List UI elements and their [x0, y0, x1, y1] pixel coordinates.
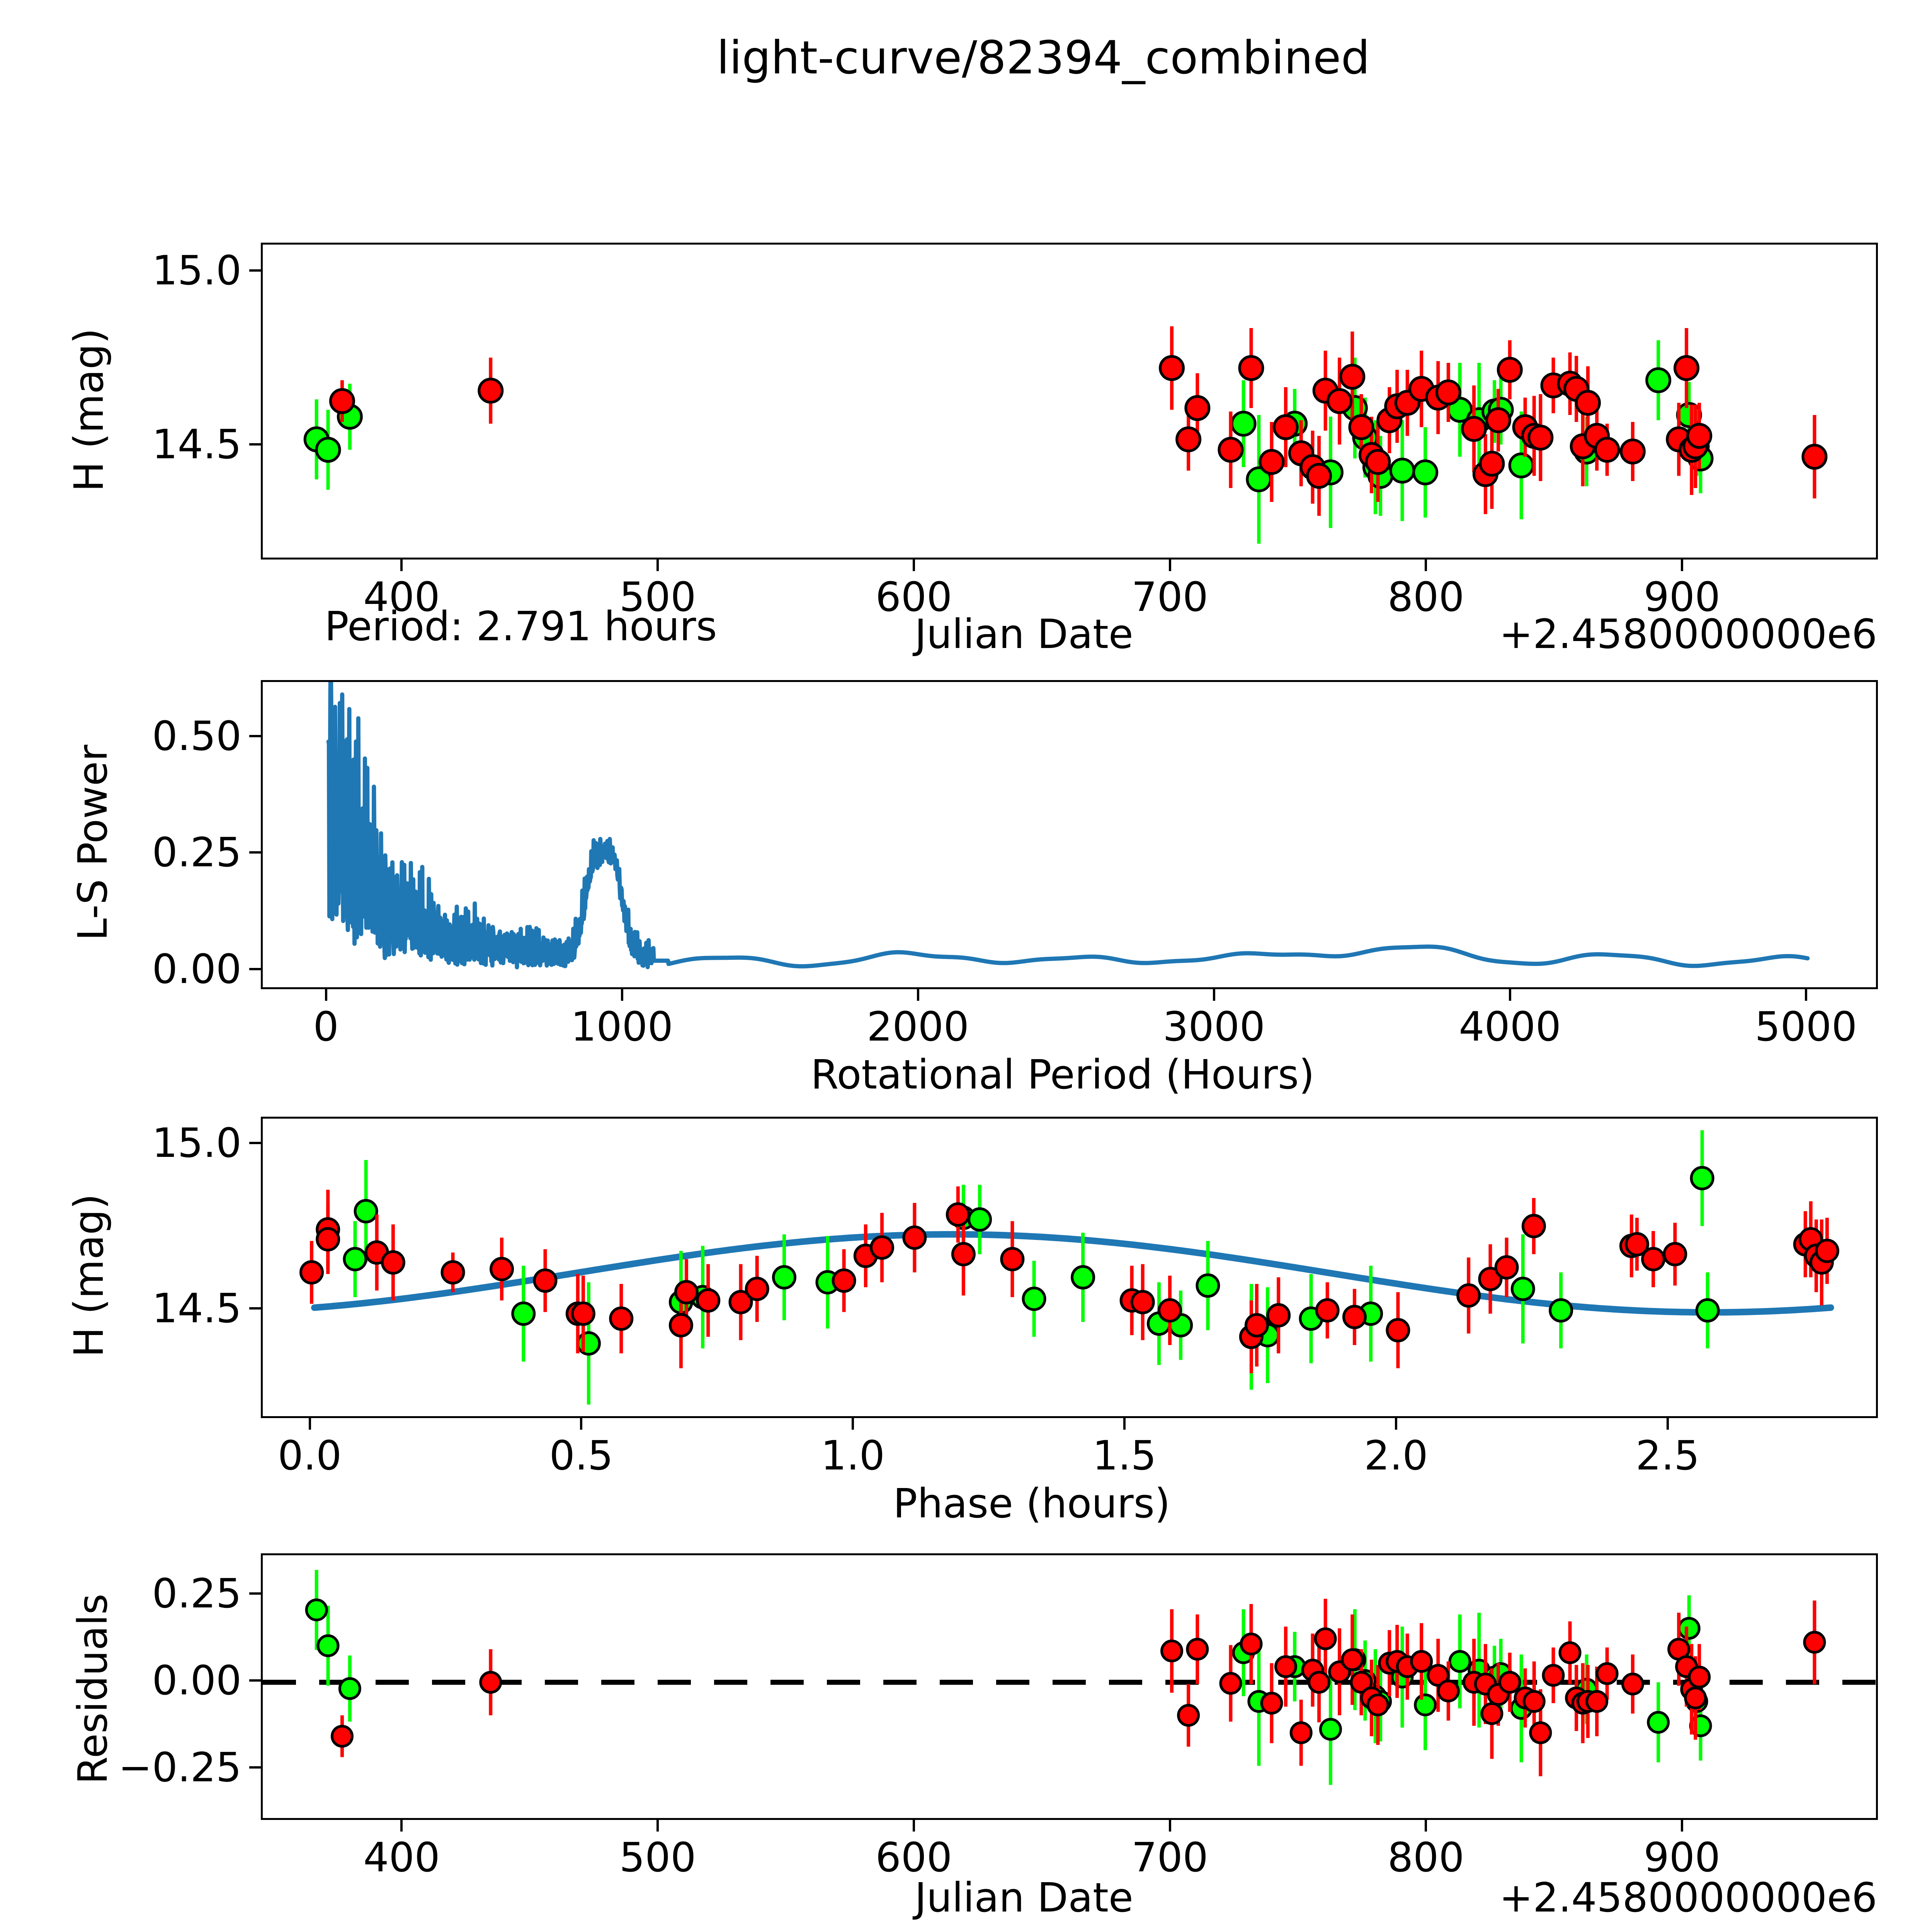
x-tick-label: 800	[1388, 573, 1464, 621]
x-tick-label: 500	[619, 573, 696, 621]
y-tick-mark	[249, 851, 261, 854]
x-tick-label: 700	[1131, 573, 1208, 621]
y-tick-label: 0.50	[152, 712, 242, 760]
x-tick-mark	[1395, 1418, 1397, 1430]
x-tick-label: 400	[363, 1834, 440, 1881]
y-tick-label: 15.0	[152, 247, 242, 294]
x-tick-mark	[656, 560, 659, 571]
y-tick-label: 0.25	[152, 1570, 242, 1617]
residuals-plot-area	[263, 1570, 1876, 1785]
x-tick-label: 700	[1131, 1834, 1208, 1881]
x-tick-mark	[1804, 989, 1807, 1001]
y-tick-label: 14.5	[152, 1285, 242, 1332]
lightcurve-x-offset: +2.4580000000e6	[1499, 611, 1878, 658]
series-red	[299, 1186, 1839, 1373]
y-tick-mark	[249, 1307, 261, 1310]
x-tick-mark	[912, 560, 915, 571]
panel-periodogram	[261, 680, 1878, 989]
x-tick-label: 900	[1643, 1834, 1721, 1881]
x-tick-label: 4000	[1459, 1003, 1561, 1050]
figure-title: light-curve/82394_combined	[716, 31, 1370, 84]
x-tick-label: 5000	[1755, 1003, 1857, 1050]
y-tick-mark	[249, 269, 261, 272]
lightcurve-ylabel: H (mag)	[65, 328, 112, 492]
x-tick-mark	[917, 989, 919, 1001]
x-tick-mark	[852, 1418, 854, 1430]
y-tick-mark	[249, 1142, 261, 1145]
x-tick-label: 800	[1388, 1834, 1464, 1881]
y-tick-mark	[249, 968, 261, 970]
panel-residuals	[261, 1553, 1878, 1820]
phase-ylabel: H (mag)	[65, 1194, 112, 1357]
period-annotation: Period: 2.791 hours	[325, 603, 717, 650]
x-tick-mark	[1123, 1418, 1126, 1430]
x-tick-label: 1.0	[821, 1432, 885, 1479]
y-tick-label: −0.25	[118, 1743, 242, 1791]
x-tick-label: 500	[619, 1834, 696, 1881]
x-tick-label: 1000	[571, 1003, 673, 1050]
phase-xlabel: Phase (hours)	[893, 1480, 1170, 1527]
sinusoid-fit-line	[311, 1231, 1834, 1316]
y-tick-mark	[249, 1679, 261, 1682]
x-tick-label: 0.0	[277, 1432, 342, 1479]
y-tick-label: 0.00	[152, 1656, 242, 1704]
panel-phase-folded	[261, 1117, 1878, 1418]
series-red	[329, 326, 1828, 516]
x-tick-mark	[1168, 560, 1171, 571]
x-tick-label: 2000	[867, 1003, 969, 1050]
y-tick-label: 15.0	[152, 1119, 242, 1167]
lightcurve-plot-area	[303, 326, 1828, 544]
x-tick-mark	[1425, 1820, 1427, 1832]
phase-plot-area	[299, 1130, 1839, 1405]
x-tick-mark	[621, 989, 623, 1001]
x-tick-mark	[325, 989, 327, 1001]
x-tick-mark	[1680, 1820, 1683, 1832]
y-tick-mark	[249, 1592, 261, 1595]
y-tick-mark	[249, 735, 261, 737]
y-tick-mark	[249, 443, 261, 446]
residuals-xlabel: Julian Date	[915, 1874, 1133, 1921]
x-tick-label: 3000	[1163, 1003, 1265, 1050]
residuals-x-offset: +2.4580000000e6	[1499, 1874, 1878, 1921]
x-tick-mark	[656, 1820, 659, 1832]
x-tick-label: 1.5	[1092, 1432, 1156, 1479]
x-tick-mark	[1168, 1820, 1171, 1832]
x-tick-mark	[1213, 989, 1215, 1001]
x-tick-mark	[400, 1820, 403, 1832]
x-tick-label: 0	[313, 1003, 339, 1050]
x-tick-mark	[1680, 560, 1683, 571]
x-tick-mark	[308, 1418, 311, 1430]
y-tick-label: 0.00	[152, 945, 242, 993]
periodogram-xlabel: Rotational Period (Hours)	[811, 1051, 1315, 1098]
lightcurve-xlabel: Julian Date	[915, 611, 1133, 658]
x-tick-mark	[912, 1820, 915, 1832]
series-red	[330, 1599, 1826, 1776]
x-tick-label: 600	[875, 1834, 952, 1881]
x-tick-label: 2.5	[1636, 1432, 1700, 1479]
y-tick-label: 14.5	[152, 421, 242, 468]
x-tick-label: 400	[363, 573, 440, 621]
x-tick-mark	[1666, 1418, 1669, 1430]
x-tick-label: 600	[875, 573, 952, 621]
panel-lightcurve	[261, 243, 1878, 560]
x-tick-mark	[1509, 989, 1511, 1001]
x-tick-mark	[580, 1418, 583, 1430]
periodogram-curve	[326, 682, 1810, 969]
y-tick-mark	[249, 1766, 261, 1769]
x-tick-label: 2.0	[1364, 1432, 1428, 1479]
y-tick-label: 0.25	[152, 829, 242, 876]
x-tick-mark	[400, 560, 403, 571]
x-tick-mark	[1425, 560, 1427, 571]
x-tick-label: 900	[1643, 573, 1721, 621]
x-tick-label: 0.5	[549, 1432, 614, 1479]
